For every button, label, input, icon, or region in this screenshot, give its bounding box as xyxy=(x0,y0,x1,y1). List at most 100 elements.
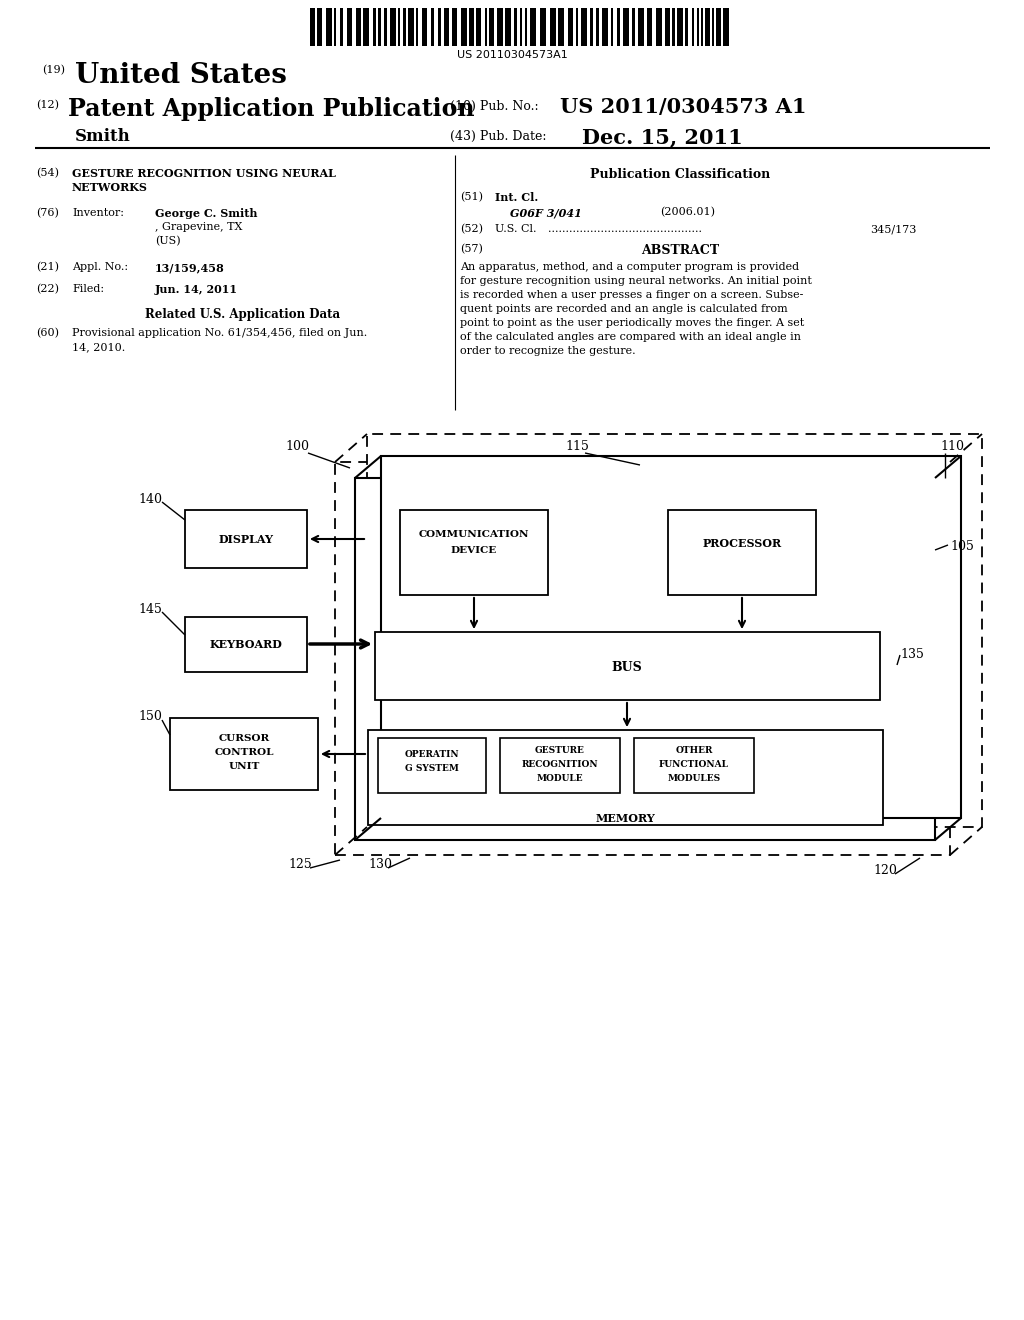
Bar xyxy=(550,8,556,46)
Text: RECOGNITION: RECOGNITION xyxy=(521,760,598,770)
Text: KEYBOARD: KEYBOARD xyxy=(210,639,283,649)
Text: COMMUNICATION: COMMUNICATION xyxy=(419,531,529,539)
Bar xyxy=(381,455,961,818)
Text: (22): (22) xyxy=(36,284,59,294)
Bar xyxy=(367,434,982,828)
Text: Publication Classification: Publication Classification xyxy=(590,168,770,181)
Bar xyxy=(317,8,322,46)
Bar xyxy=(723,8,729,46)
Bar xyxy=(310,8,315,46)
Text: Jun. 14, 2011: Jun. 14, 2011 xyxy=(155,284,238,294)
Text: An apparatus, method, and a computer program is provided: An apparatus, method, and a computer pro… xyxy=(460,261,799,272)
Bar xyxy=(390,8,396,46)
Text: Int. Cl.: Int. Cl. xyxy=(495,191,539,203)
Text: US 20110304573A1: US 20110304573A1 xyxy=(457,50,567,59)
Text: CONTROL: CONTROL xyxy=(214,748,273,756)
Bar xyxy=(500,738,620,793)
Text: US 2011/0304573 A1: US 2011/0304573 A1 xyxy=(560,96,807,117)
Bar xyxy=(705,8,710,46)
Bar xyxy=(375,632,880,700)
Bar xyxy=(340,8,343,46)
Bar xyxy=(400,510,548,595)
Bar xyxy=(596,8,599,46)
Bar xyxy=(692,8,694,46)
Text: for gesture recognition using neural networks. An initial point: for gesture recognition using neural net… xyxy=(460,276,812,286)
Bar xyxy=(416,8,418,46)
Bar xyxy=(373,8,376,46)
Text: 130: 130 xyxy=(368,858,392,871)
Bar xyxy=(568,8,573,46)
Text: (76): (76) xyxy=(36,209,58,218)
Bar xyxy=(444,8,449,46)
Bar xyxy=(514,8,517,46)
Text: , Grapevine, TX: , Grapevine, TX xyxy=(155,222,243,232)
Text: United States: United States xyxy=(75,62,287,88)
Bar xyxy=(575,8,578,46)
Text: 115: 115 xyxy=(565,440,589,453)
Text: (10) Pub. No.:: (10) Pub. No.: xyxy=(450,100,539,114)
Text: order to recognize the gesture.: order to recognize the gesture. xyxy=(460,346,636,356)
Bar xyxy=(362,8,369,46)
Bar xyxy=(632,8,635,46)
Bar xyxy=(334,8,336,46)
Bar xyxy=(356,8,361,46)
Bar xyxy=(398,8,400,46)
Bar xyxy=(408,8,414,46)
Text: MODULES: MODULES xyxy=(668,774,721,783)
Bar xyxy=(378,8,381,46)
Bar xyxy=(530,8,536,46)
Text: PROCESSOR: PROCESSOR xyxy=(702,539,781,549)
Text: NETWORKS: NETWORKS xyxy=(72,182,147,193)
Bar xyxy=(520,8,522,46)
Text: 135: 135 xyxy=(900,648,924,661)
Text: (19): (19) xyxy=(42,65,65,75)
Text: (57): (57) xyxy=(460,244,483,255)
Bar xyxy=(665,8,670,46)
Bar xyxy=(656,8,662,46)
Text: (43) Pub. Date:: (43) Pub. Date: xyxy=(450,129,547,143)
Text: ABSTRACT: ABSTRACT xyxy=(641,244,719,257)
Bar xyxy=(623,8,629,46)
Bar xyxy=(634,738,754,793)
Text: CURSOR: CURSOR xyxy=(218,734,269,743)
Text: GESTURE RECOGNITION USING NEURAL: GESTURE RECOGNITION USING NEURAL xyxy=(72,168,336,180)
Bar xyxy=(485,8,487,46)
Text: 125: 125 xyxy=(288,858,311,871)
Text: 13/159,458: 13/159,458 xyxy=(155,261,224,273)
Bar xyxy=(497,8,503,46)
Text: (21): (21) xyxy=(36,261,59,272)
Text: OPERATIN: OPERATIN xyxy=(404,750,460,759)
Text: 145: 145 xyxy=(138,603,162,616)
Bar xyxy=(384,8,387,46)
Text: 140: 140 xyxy=(138,492,162,506)
Bar xyxy=(525,8,527,46)
Text: DEVICE: DEVICE xyxy=(451,546,497,554)
Text: 120: 120 xyxy=(873,865,897,876)
Bar xyxy=(672,8,675,46)
Bar xyxy=(677,8,683,46)
Bar xyxy=(335,462,950,855)
Bar xyxy=(422,8,427,46)
Bar xyxy=(368,730,883,825)
Bar xyxy=(668,510,816,595)
Bar xyxy=(461,8,467,46)
Text: Provisional application No. 61/354,456, filed on Jun.: Provisional application No. 61/354,456, … xyxy=(72,327,368,338)
Text: point to point as the user periodically moves the finger. A set: point to point as the user periodically … xyxy=(460,318,804,327)
Bar xyxy=(378,738,486,793)
Bar xyxy=(697,8,699,46)
Bar xyxy=(701,8,703,46)
Text: (2006.01): (2006.01) xyxy=(660,207,715,218)
Bar xyxy=(581,8,587,46)
Bar xyxy=(617,8,620,46)
Bar xyxy=(476,8,481,46)
Bar xyxy=(403,8,406,46)
Bar xyxy=(611,8,613,46)
Text: 100: 100 xyxy=(285,440,309,453)
Bar xyxy=(638,8,644,46)
Text: U.S. Cl.: U.S. Cl. xyxy=(495,224,537,234)
Bar xyxy=(647,8,652,46)
Text: ............................................: ........................................… xyxy=(548,224,702,234)
Bar xyxy=(326,8,332,46)
Text: G SYSTEM: G SYSTEM xyxy=(406,764,459,774)
Text: UNIT: UNIT xyxy=(228,762,260,771)
